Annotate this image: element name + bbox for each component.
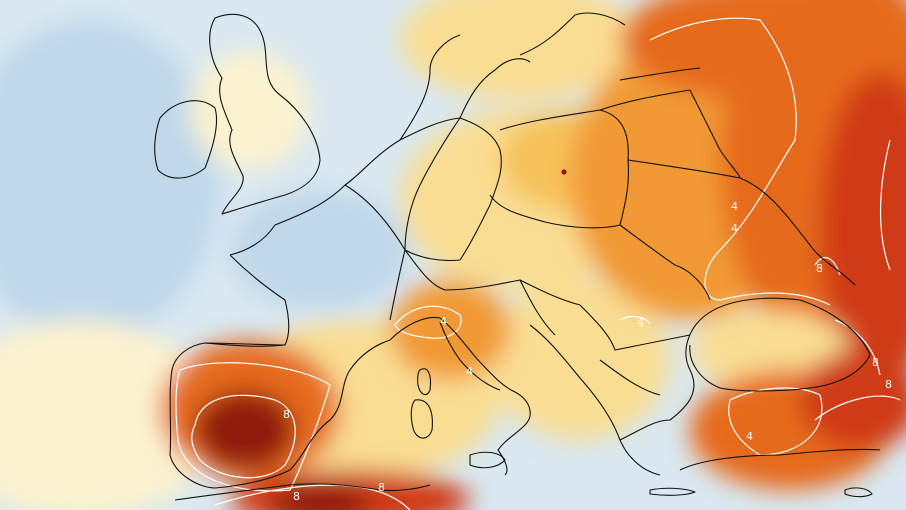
contour-label-4-alps: 4 bbox=[440, 315, 447, 328]
border-belarus bbox=[689, 89, 741, 179]
contour-russia-8 bbox=[879, 139, 891, 271]
contour-label-4-italy: 4 bbox=[466, 365, 473, 378]
contour-turkey-8 bbox=[814, 395, 901, 421]
island-sicily bbox=[469, 451, 506, 469]
coastline-britain bbox=[209, 13, 321, 215]
border-poland bbox=[489, 109, 629, 229]
contour-romania-4 bbox=[619, 315, 651, 325]
coastline-ireland bbox=[154, 100, 218, 179]
coastline-north bbox=[399, 12, 626, 141]
border-spain-france bbox=[204, 342, 286, 347]
border-baltics bbox=[599, 67, 701, 111]
field-france-cold bbox=[230, 190, 410, 310]
contour-east-4 bbox=[649, 17, 831, 306]
island-cyprus bbox=[844, 487, 873, 498]
field-spain-core bbox=[195, 390, 295, 470]
island-corsica bbox=[417, 368, 432, 396]
island-sardinia bbox=[410, 399, 433, 439]
city-marker bbox=[561, 169, 567, 175]
island-crete bbox=[649, 487, 696, 496]
coastline-france-iberia bbox=[169, 58, 531, 489]
contour-label-4-romania: 4 bbox=[637, 316, 644, 329]
borders bbox=[154, 12, 881, 501]
field-black-sea bbox=[690, 310, 850, 390]
contour-label-4-turkey: 4 bbox=[746, 430, 753, 443]
field-north-africa-core bbox=[270, 485, 370, 510]
contour-label-8-turkey-east: 8 bbox=[885, 378, 892, 391]
border-alps bbox=[404, 249, 581, 306]
field-atlantic-cold bbox=[0, 20, 220, 340]
coastline-italy bbox=[389, 316, 531, 476]
border-ukraine bbox=[619, 159, 856, 301]
coastline-balkans bbox=[529, 319, 701, 476]
contour-label-8-caucasus: 8 bbox=[872, 356, 879, 369]
border-balkan-inner bbox=[519, 279, 691, 396]
contour-turkey-4 bbox=[728, 387, 823, 456]
contour-label-8-north-africa: 8 bbox=[293, 490, 300, 503]
contour-spain-4 bbox=[175, 362, 331, 492]
field-russia-hotter bbox=[820, 70, 906, 390]
field-scand-warm bbox=[400, 0, 640, 100]
field-south-neutral bbox=[0, 320, 220, 510]
contour-label-4-south-ukraine: 4 bbox=[731, 222, 738, 235]
field-italy bbox=[390, 280, 510, 380]
contour-label-4-ukraine: 4 bbox=[731, 200, 738, 213]
contour-spain-8 bbox=[191, 394, 296, 479]
coastline-africa bbox=[174, 483, 431, 501]
coastline-turkey bbox=[679, 448, 881, 471]
coastline-black-sea bbox=[689, 297, 871, 392]
contour-label-8-spain: 8 bbox=[283, 408, 290, 421]
contour-label-8-russia: 8 bbox=[816, 262, 823, 275]
field-balkans bbox=[490, 280, 670, 440]
contour-alps-4 bbox=[394, 305, 462, 339]
border-germany bbox=[404, 117, 502, 262]
border-france-east bbox=[344, 184, 406, 321]
field-uk-neutral bbox=[190, 50, 310, 170]
contour-label-8-north-africa-2: 8 bbox=[378, 481, 385, 494]
